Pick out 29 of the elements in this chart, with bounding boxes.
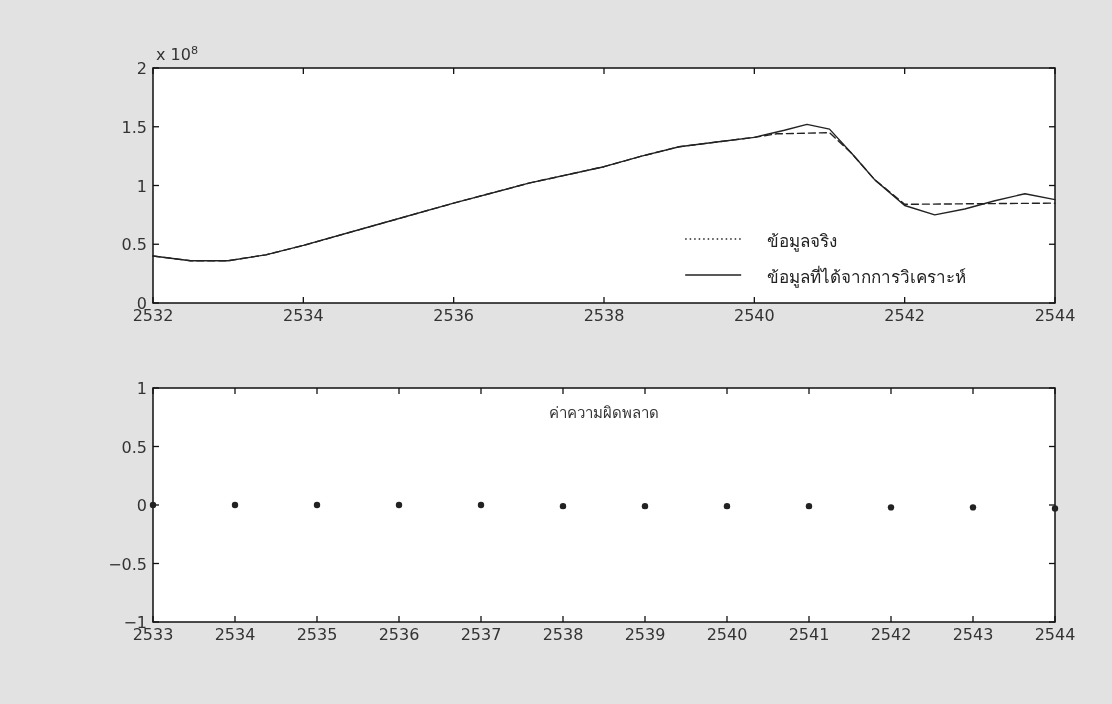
- x-tick-label: 2536: [433, 306, 475, 325]
- x-tick-label: 2540: [706, 625, 748, 644]
- text: x 10$^{8}$: [156, 43, 199, 64]
- x-tick-label: 2544: [1034, 625, 1076, 644]
- x-tick-label: 2544: [1034, 306, 1076, 325]
- legend-label: ข้อมูลจริง: [767, 231, 838, 252]
- x-tick-label: 2538: [583, 306, 625, 325]
- annotation: ค่าความผิดพลาด: [549, 404, 659, 422]
- y-tick-label: −0.5: [108, 554, 147, 574]
- y-tick-label: 2: [136, 59, 147, 78]
- x-tick-label: 2542: [884, 306, 926, 325]
- y-tick-label: 1: [136, 379, 147, 398]
- x-tick-label: 2543: [952, 625, 994, 644]
- x-tick-label: 2537: [460, 625, 502, 644]
- x-tick-label: 2536: [378, 625, 420, 644]
- legend-label: ข้อมูลที่ได้จากการวิเคราะห์: [767, 265, 967, 288]
- y-tick-label: 1.5: [121, 117, 147, 137]
- y-tick-label: 0.5: [121, 235, 147, 255]
- x-tick-label: 2534: [214, 625, 256, 644]
- x-tick-label: 2534: [282, 306, 324, 325]
- x-tick-label: 2538: [542, 625, 584, 644]
- y-tick-label: 0.5: [121, 437, 147, 457]
- y-tick-label: 1: [136, 176, 147, 196]
- x-tick-label: 2535: [296, 625, 338, 644]
- x-tick-label: 2542: [870, 625, 912, 644]
- y-tick-label: 0: [136, 496, 147, 515]
- x-tick-label: 2539: [624, 625, 666, 644]
- x-tick-label: 2540: [733, 306, 775, 325]
- x-tick-label: 2541: [788, 625, 830, 644]
